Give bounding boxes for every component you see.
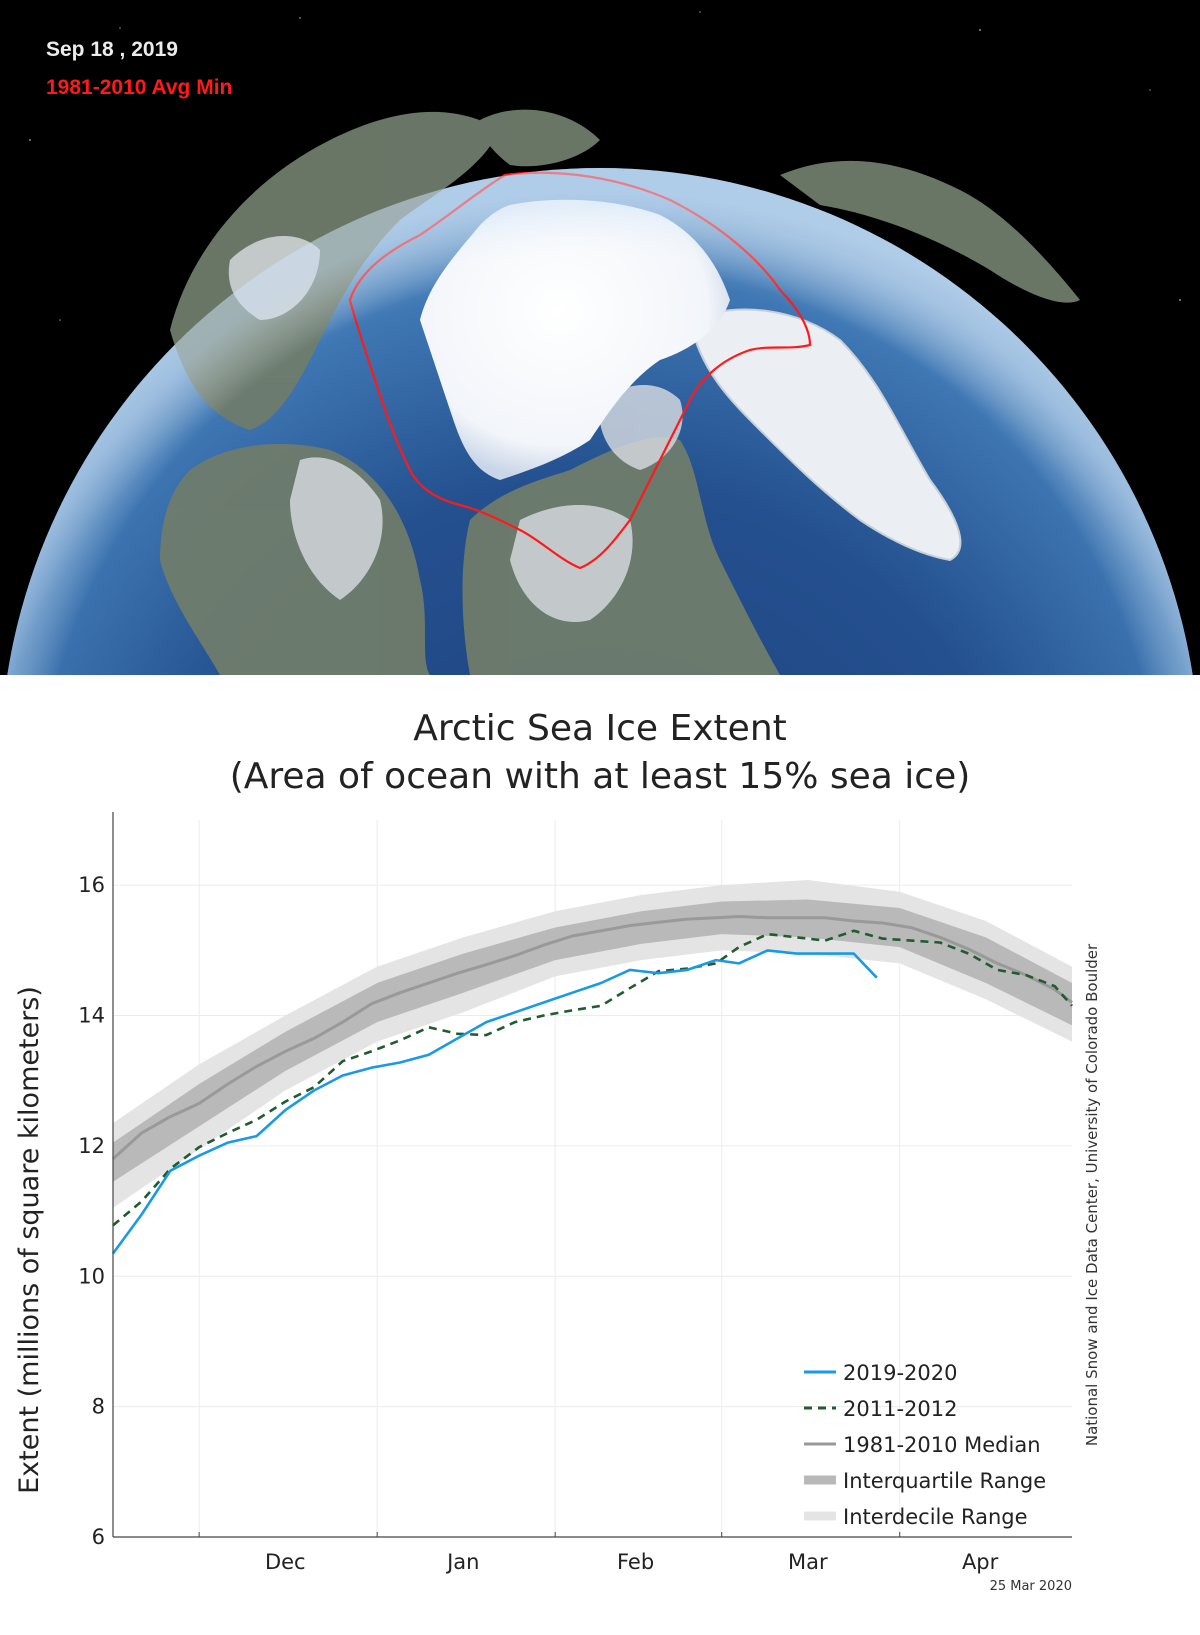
arctic-globe-image: [7, 11, 1193, 675]
map-date-label: Sep 18 , 2019: [46, 38, 178, 61]
chart-plot: 6 8 10 12 14 16 Dec Jan Feb Mar Apr 2019-2020 2011-…: [14, 812, 1101, 1594]
chart-legend: 2019-2020 2011-2012 1981-2010 Median Interq…: [804, 1361, 1046, 1529]
x-tick-label: Jan: [445, 1550, 479, 1574]
y-tick-label: 8: [92, 1395, 105, 1419]
legend-label: 1981-2010 Median: [843, 1433, 1041, 1457]
series-line-1981-2010-median: [111, 915, 1073, 1161]
chart-title: Arctic Sea Ice Extent: [413, 708, 787, 749]
y-axis-label: Extent (millions of square kilometers): [14, 986, 45, 1494]
legend-label: 2011-2012: [843, 1397, 957, 1421]
legend-label: 2019-2020: [843, 1361, 957, 1385]
y-tick-label: 12: [78, 1134, 105, 1158]
x-tick-label: Apr: [962, 1550, 999, 1574]
y-tick-label: 10: [78, 1264, 105, 1288]
interquartile-range-band: [113, 899, 1072, 1182]
map-avg-min-label: 1981-2010 Avg Min: [46, 76, 233, 99]
series-line-2019-2020: [111, 949, 878, 1255]
series-line-2011-2012: [112, 929, 1073, 1227]
x-tick-label: Dec: [265, 1550, 306, 1574]
y-tick-label: 16: [78, 873, 105, 897]
credit-date: 25 Mar 2020: [990, 1579, 1072, 1594]
legend-label: Interdecile Range: [843, 1505, 1028, 1529]
x-tick-label: Mar: [788, 1550, 828, 1574]
range-bands: [113, 879, 1072, 1208]
chart-subtitle: (Area of ocean with at least 15% sea ice…: [229, 756, 971, 797]
credit-source: National Snow and Ice Data Center, Unive…: [1083, 943, 1101, 1446]
data-series: [111, 915, 1073, 1255]
y-tick-label: 6: [92, 1525, 105, 1549]
axes: [112, 812, 1072, 1538]
tick-labels: 6 8 10 12 14 16 Dec Jan Feb Mar Apr: [78, 873, 998, 1574]
chart-panel: Arctic Sea Ice Extent (Area of ocean wit…: [0, 675, 1200, 1635]
x-tick-label: Feb: [617, 1550, 654, 1574]
legend-label: Interquartile Range: [843, 1469, 1046, 1493]
arctic-map-panel: Sep 18 , 2019 1981-2010 Avg Min: [0, 0, 1200, 675]
y-tick-label: 14: [78, 1004, 105, 1028]
